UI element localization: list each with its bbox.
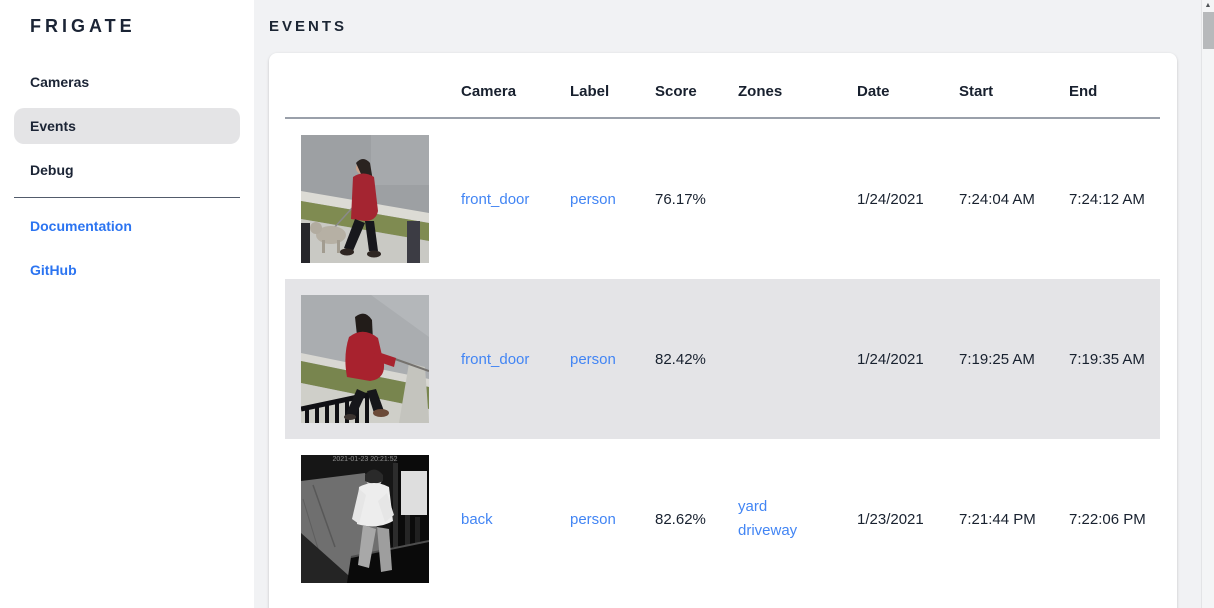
scrollbar-up-arrow-icon[interactable]: ▲: [1204, 2, 1212, 9]
event-date: 1/24/2021: [857, 350, 924, 368]
event-zones: [738, 279, 857, 439]
sidebar-item-debug[interactable]: Debug: [30, 162, 74, 178]
col-thumbnail: [285, 69, 461, 119]
event-start-time: 7:19:25 AM: [959, 350, 1035, 368]
event-label-link[interactable]: person: [570, 190, 616, 208]
page-scrollbar[interactable]: ▲: [1201, 0, 1214, 608]
event-date: 1/24/2021: [857, 190, 924, 208]
col-score: Score: [655, 69, 738, 119]
col-start: Start: [959, 69, 1069, 119]
event-end-time: 7:24:12 AM: [1069, 190, 1145, 208]
event-camera-link[interactable]: front_door: [461, 190, 530, 208]
page-title: EVENTS: [269, 18, 348, 35]
event-end-time: 7:19:35 AM: [1069, 350, 1145, 368]
event-thumbnail[interactable]: 2021-01-23 20:21:52: [301, 455, 429, 583]
event-row[interactable]: front_door person 82.42% 1/24/2021 7:19:…: [285, 279, 1160, 439]
col-date: Date: [857, 69, 959, 119]
event-row[interactable]: front_door person 76.17% 1/24/2021 7:24:…: [285, 118, 1160, 279]
event-thumbnail[interactable]: [301, 135, 429, 263]
thumbnail-timestamp-overlay: 2021-01-23 20:21:52: [333, 456, 398, 463]
col-zones: Zones: [738, 69, 857, 119]
col-end: End: [1069, 69, 1160, 119]
event-label-link[interactable]: person: [570, 510, 616, 528]
event-zones: [738, 118, 857, 279]
event-row[interactable]: 2021-01-23 20:21:52 back person 82.62% y…: [285, 439, 1160, 599]
event-start-time: 7:24:04 AM: [959, 190, 1035, 208]
sidebar-item-cameras[interactable]: Cameras: [30, 74, 90, 90]
event-score: 76.17%: [655, 190, 706, 208]
event-start-time: 7:21:44 PM: [959, 510, 1036, 528]
event-thumbnail[interactable]: [301, 295, 429, 423]
event-zone-link[interactable]: yard: [738, 498, 768, 515]
event-zone-link[interactable]: driveway: [738, 522, 798, 539]
events-table: Camera Label Score Zones Date Start End: [285, 69, 1160, 599]
event-camera-link[interactable]: front_door: [461, 350, 530, 368]
table-header-row: Camera Label Score Zones Date Start End: [285, 69, 1160, 119]
event-score: 82.42%: [655, 350, 706, 368]
event-date: 1/23/2021: [857, 510, 924, 528]
event-label-link[interactable]: person: [570, 350, 616, 368]
col-camera: Camera: [461, 69, 570, 119]
sidebar-divider: [14, 197, 240, 198]
col-label: Label: [570, 69, 655, 119]
sidebar-link-github[interactable]: GitHub: [30, 262, 77, 278]
event-score: 82.62%: [655, 510, 706, 528]
scrollbar-thumb[interactable]: [1203, 12, 1214, 49]
events-card: Camera Label Score Zones Date Start End: [269, 53, 1177, 608]
event-end-time: 7:22:06 PM: [1069, 510, 1146, 528]
event-zones: yard driveway: [738, 439, 857, 599]
app-logo: FRIGATE: [30, 16, 136, 36]
sidebar-item-events[interactable]: Events: [14, 108, 240, 144]
sidebar: FRIGATE Cameras Events Debug Documentati…: [0, 0, 254, 608]
event-camera-link[interactable]: back: [461, 510, 493, 528]
sidebar-link-documentation[interactable]: Documentation: [30, 218, 132, 234]
sidebar-nav: Cameras Events Debug: [0, 64, 254, 188]
main-content: EVENTS Camera Label Score Zones Date Sta…: [254, 0, 1201, 608]
